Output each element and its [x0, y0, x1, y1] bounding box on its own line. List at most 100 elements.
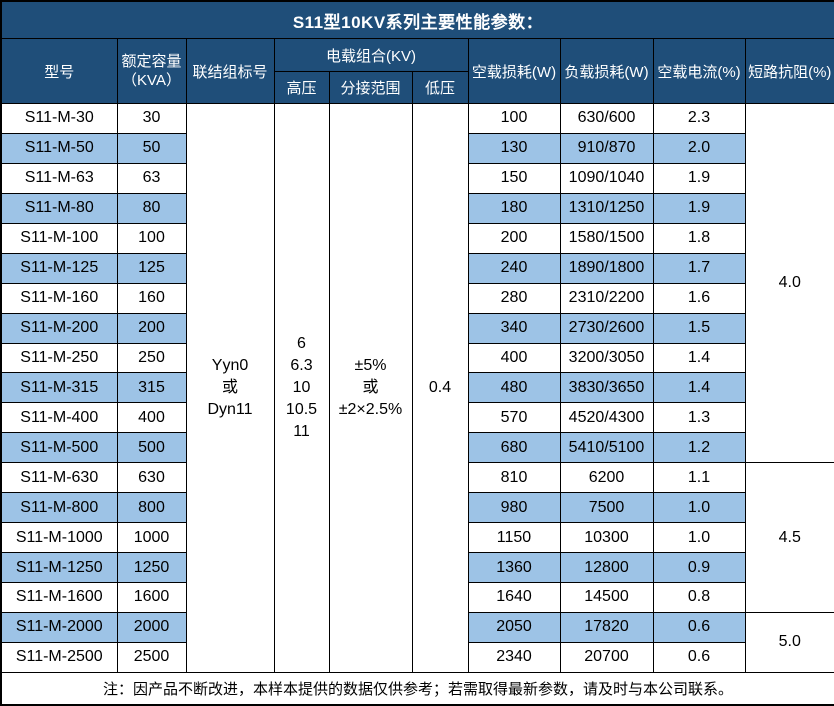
no-load-current-cell: 1.3: [652, 402, 746, 434]
no-load-current-cell: 1.1: [652, 462, 746, 494]
no-load-loss-cell: 200: [467, 222, 561, 254]
load-loss-cell: 17820: [559, 611, 654, 643]
model-cell: S11-M-315: [0, 372, 118, 404]
impedance-cell: 4.5: [744, 462, 834, 613]
no-load-loss-cell: 2340: [467, 641, 561, 674]
no-load-current-cell: 1.4: [652, 372, 746, 404]
capacity-cell: 315: [116, 372, 187, 404]
load-loss-cell: 630/600: [559, 103, 654, 134]
model-cell: S11-M-250: [0, 342, 118, 374]
load-loss-cell: 1310/1250: [559, 192, 654, 224]
no-load-current-cell: 0.6: [652, 641, 746, 674]
no-load-loss-cell: 810: [467, 462, 561, 494]
tap-cell: ±5% 或 ±2×2.5%: [328, 103, 413, 673]
title-row: S11型10KV系列主要性能参数：: [0, 0, 834, 39]
header-capacity-line1: 额定容量: [121, 53, 182, 70]
no-load-loss-cell: 570: [467, 402, 561, 434]
no-load-current-cell: 1.2: [652, 432, 746, 464]
no-load-current-cell: 1.4: [652, 342, 746, 374]
no-load-current-cell: 2.3: [652, 103, 746, 134]
hv-cell: 6 6.3 10 10.5 11: [273, 103, 330, 673]
model-cell: S11-M-1250: [0, 552, 118, 583]
no-load-current-cell: 1.9: [652, 162, 746, 194]
table-row: S11-M-100 100 200 1580/1500 1.8: [0, 222, 834, 254]
table-row: S11-M-315 315 480 3830/3650 1.4: [0, 372, 834, 404]
table-row: S11-M-80 80 180 1310/1250 1.9: [0, 192, 834, 224]
table-row: S11-M-200 200 340 2730/2600 1.5: [0, 312, 834, 344]
capacity-cell: 30: [116, 103, 187, 134]
capacity-cell: 1250: [116, 552, 187, 583]
table-row: S11-M-400 400 570 4520/4300 1.3: [0, 402, 834, 434]
no-load-loss-cell: 1360: [467, 552, 561, 583]
model-cell: S11-M-160: [0, 282, 118, 314]
table-row: S11-M-125 125 240 1890/1800 1.7: [0, 252, 834, 284]
capacity-cell: 80: [116, 192, 187, 224]
model-cell: S11-M-30: [0, 103, 118, 134]
load-loss-cell: 2310/2200: [559, 282, 654, 314]
load-loss-cell: 4520/4300: [559, 402, 654, 434]
lv-cell: 0.4: [411, 103, 469, 673]
load-loss-cell: 20700: [559, 641, 654, 674]
capacity-cell: 630: [116, 462, 187, 494]
header-impedance: 短路抗阻(%): [744, 38, 834, 104]
model-cell: S11-M-400: [0, 402, 118, 434]
table-row: S11-M-800 800 980 7500 1.0: [0, 492, 834, 524]
capacity-cell: 160: [116, 282, 187, 314]
impedance-cell: 5.0: [744, 611, 834, 674]
no-load-loss-cell: 1640: [467, 582, 561, 613]
no-load-loss-cell: 150: [467, 162, 561, 194]
capacity-cell: 200: [116, 312, 187, 344]
capacity-cell: 250: [116, 342, 187, 374]
no-load-loss-cell: 130: [467, 132, 561, 164]
header-no-load-current: 空载电流(%): [652, 38, 746, 104]
header-hv: 高压: [273, 71, 330, 104]
no-load-loss-cell: 680: [467, 432, 561, 464]
model-cell: S11-M-50: [0, 132, 118, 164]
table-row: S11-M-2000 2000 2050 17820 0.6 5.0: [0, 611, 834, 674]
connection-cell: Yyn0 或 Dyn11: [185, 103, 275, 673]
load-loss-cell: 1580/1500: [559, 222, 654, 254]
capacity-cell: 1600: [116, 582, 187, 613]
no-load-loss-cell: 100: [467, 103, 561, 134]
table-row: S11-M-50 50 130 910/870 2.0: [0, 132, 834, 164]
no-load-loss-cell: 400: [467, 342, 561, 374]
header-connection: 联结组标号: [185, 38, 275, 104]
header-row-2: 高压 分接范围 低压: [1, 71, 834, 104]
load-loss-cell: 14500: [559, 582, 654, 613]
model-cell: S11-M-1600: [0, 582, 118, 613]
model-cell: S11-M-80: [0, 192, 118, 224]
no-load-current-cell: 1.9: [652, 192, 746, 224]
no-load-current-cell: 1.8: [652, 222, 746, 254]
header-model: 型号: [0, 38, 118, 104]
model-cell: S11-M-500: [0, 432, 118, 464]
no-load-loss-cell: 340: [467, 312, 561, 344]
header-tap: 分接范围: [328, 71, 413, 104]
no-load-loss-cell: 980: [467, 492, 561, 524]
table-row: S11-M-2500 2500 2340 20700 0.6: [0, 641, 834, 674]
capacity-cell: 800: [116, 492, 187, 524]
no-load-current-cell: 1.5: [652, 312, 746, 344]
header-row-1: 型号 额定容量 （KVA） 联结组标号 电载组合(KV) 空载损耗(W) 负载损…: [0, 38, 834, 104]
no-load-current-cell: 2.0: [652, 132, 746, 164]
header-load-combo: 电载组合(KV): [273, 38, 469, 72]
note-row: 注：因产品不断改进，本样本提供的数据仅供参考；若需取得最新参数，请及时与本公司联…: [0, 672, 834, 706]
no-load-loss-cell: 240: [467, 252, 561, 284]
no-load-current-cell: 1.6: [652, 282, 746, 314]
capacity-cell: 100: [116, 222, 187, 254]
no-load-loss-cell: 180: [467, 192, 561, 224]
load-loss-cell: 5410/5100: [559, 432, 654, 464]
load-loss-cell: 10300: [559, 522, 654, 554]
footnote: 注：因产品不断改进，本样本提供的数据仅供参考；若需取得最新参数，请及时与本公司联…: [0, 672, 834, 706]
table-row: S11-M-63 63 150 1090/1040 1.9: [0, 162, 834, 194]
model-cell: S11-M-1000: [0, 522, 118, 554]
no-load-current-cell: 1.0: [652, 492, 746, 524]
no-load-current-cell: 0.6: [652, 611, 746, 643]
no-load-loss-cell: 1150: [467, 522, 561, 554]
load-loss-cell: 6200: [559, 462, 654, 494]
model-cell: S11-M-63: [0, 162, 118, 194]
table-row: S11-M-1250 1250 1360 12800 0.9: [0, 552, 834, 583]
table-row: S11-M-1600 1600 1640 14500 0.8: [0, 582, 834, 613]
no-load-current-cell: 0.9: [652, 552, 746, 583]
